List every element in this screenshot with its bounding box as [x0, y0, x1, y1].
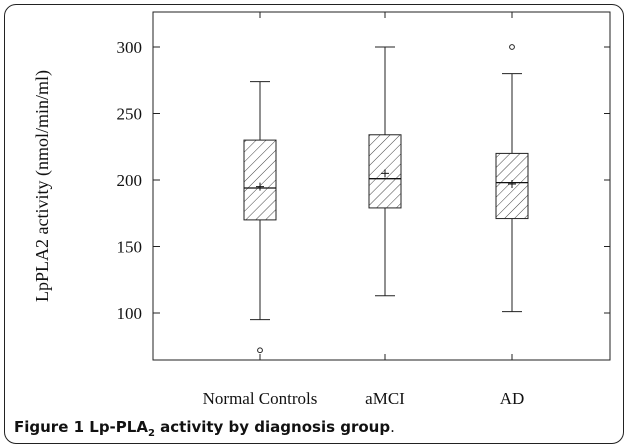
x-category-label: AD — [500, 389, 525, 408]
outlier-point — [509, 44, 515, 50]
box-3 — [495, 44, 529, 313]
caption-prefix: Figure 1 Lp-PLA — [14, 418, 148, 436]
outlier-point — [257, 347, 263, 354]
x-category-label: aMCI — [365, 389, 405, 408]
caption-subscript: 2 — [147, 428, 155, 439]
y-tick-label: 250 — [117, 105, 143, 124]
iqr-box — [243, 139, 277, 221]
caption-suffix: activity by diagnosis group — [154, 418, 391, 436]
y-tick-label: 100 — [117, 304, 143, 323]
x-category-label: Normal Controls — [203, 389, 318, 408]
y-axis-label: LpPLA2 activity (nmol/min/ml) — [32, 70, 53, 302]
caption-period: . — [390, 418, 395, 436]
box-2 — [368, 46, 402, 297]
y-tick-label: 200 — [117, 171, 143, 190]
y-tick-label: 300 — [117, 38, 143, 57]
box-1 — [243, 81, 277, 354]
plot-area — [152, 11, 611, 361]
figure-caption: Figure 1 Lp-PLA2 activity by diagnosis g… — [14, 418, 395, 439]
iqr-box — [495, 152, 529, 220]
figure-frame — [4, 4, 624, 444]
y-tick-label: 150 — [117, 238, 143, 257]
